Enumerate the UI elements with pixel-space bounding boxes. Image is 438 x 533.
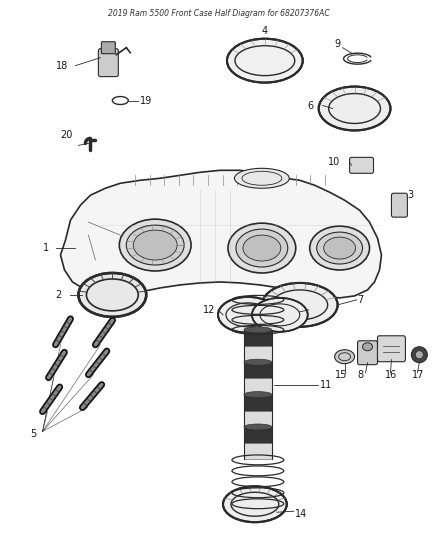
Ellipse shape [133, 230, 177, 260]
Ellipse shape [415, 351, 424, 359]
Ellipse shape [319, 86, 390, 131]
Ellipse shape [411, 347, 427, 362]
Text: 16: 16 [385, 370, 397, 379]
FancyBboxPatch shape [378, 336, 406, 362]
Text: 4: 4 [262, 26, 268, 36]
Ellipse shape [218, 297, 278, 333]
Polygon shape [244, 411, 272, 427]
Polygon shape [244, 443, 272, 459]
Text: 5: 5 [31, 430, 37, 440]
Ellipse shape [363, 343, 372, 351]
Ellipse shape [244, 359, 272, 365]
Text: 2019 Ram 5500 Front Case Half Diagram for 68207376AC: 2019 Ram 5500 Front Case Half Diagram fo… [108, 9, 330, 18]
Text: 7: 7 [357, 295, 364, 305]
Text: 10: 10 [328, 157, 340, 167]
Ellipse shape [317, 232, 363, 264]
Ellipse shape [227, 39, 303, 83]
FancyBboxPatch shape [392, 193, 407, 217]
Text: 19: 19 [140, 95, 152, 106]
Polygon shape [60, 171, 381, 298]
Text: 8: 8 [357, 370, 364, 379]
Text: 15: 15 [335, 370, 347, 379]
Polygon shape [244, 346, 272, 362]
Ellipse shape [234, 168, 289, 188]
Ellipse shape [243, 235, 281, 261]
FancyBboxPatch shape [101, 42, 115, 54]
Ellipse shape [119, 219, 191, 271]
FancyBboxPatch shape [99, 49, 118, 77]
Polygon shape [244, 394, 272, 411]
Text: 12: 12 [203, 305, 215, 315]
Ellipse shape [236, 229, 288, 267]
Ellipse shape [252, 298, 308, 332]
Polygon shape [244, 330, 272, 346]
Ellipse shape [324, 237, 356, 259]
Text: 13: 13 [310, 302, 322, 312]
FancyBboxPatch shape [350, 157, 374, 173]
Text: 17: 17 [413, 370, 425, 379]
Ellipse shape [244, 424, 272, 430]
Ellipse shape [126, 225, 184, 265]
Ellipse shape [262, 283, 338, 327]
Text: 6: 6 [308, 101, 314, 110]
Polygon shape [244, 362, 272, 378]
Text: 11: 11 [320, 379, 332, 390]
Ellipse shape [244, 327, 272, 333]
Ellipse shape [223, 486, 287, 522]
Ellipse shape [335, 350, 355, 364]
Polygon shape [244, 427, 272, 443]
Ellipse shape [228, 223, 296, 273]
Text: 2: 2 [56, 290, 62, 300]
Text: 20: 20 [60, 131, 73, 140]
Ellipse shape [310, 226, 370, 270]
Text: 1: 1 [42, 243, 49, 253]
Text: 14: 14 [295, 509, 307, 519]
Ellipse shape [78, 273, 146, 317]
FancyBboxPatch shape [357, 341, 378, 365]
Text: 18: 18 [56, 61, 68, 71]
Text: 3: 3 [407, 190, 413, 200]
Polygon shape [244, 378, 272, 394]
Ellipse shape [244, 392, 272, 398]
Text: 9: 9 [335, 39, 341, 49]
